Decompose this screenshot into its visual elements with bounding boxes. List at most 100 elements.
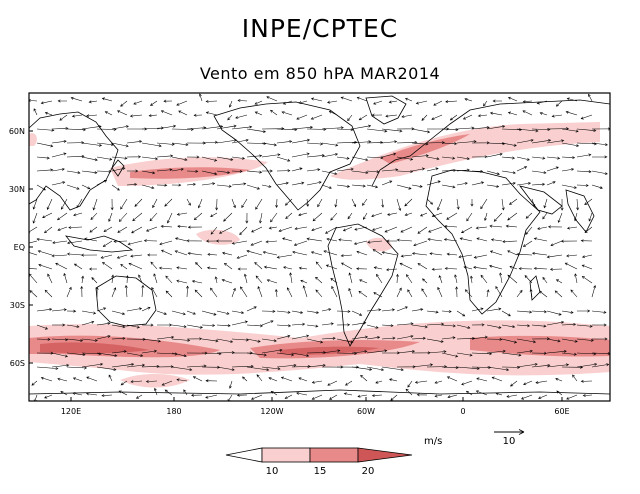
wind-vector-arrow (366, 336, 381, 340)
wind-vector-arrow (348, 287, 353, 298)
wind-vector-arrow (476, 377, 488, 382)
wind-vector-arrow (306, 198, 310, 207)
wind-vector-arrow (81, 275, 85, 284)
wind-vector-arrow (156, 310, 167, 315)
wind-vector-arrow (96, 322, 111, 326)
wind-vector-arrow (246, 306, 257, 312)
wind-vector-arrow (411, 128, 431, 134)
wind-vector-arrow (475, 390, 488, 396)
wind-vector-arrow (555, 100, 563, 107)
wind-vector-arrow (328, 394, 338, 400)
wind-vector-arrow (555, 377, 563, 382)
wind-vector-arrow (210, 287, 218, 298)
wind-vector-arrow (29, 273, 38, 284)
wind-vector-arrow (152, 198, 158, 209)
wind-vector-arrow (223, 212, 233, 222)
wind-vector-arrow (126, 155, 142, 159)
wind-vector-arrow (486, 324, 502, 329)
wind-vector-arrow (336, 323, 351, 327)
wind-vector-arrow (246, 170, 263, 174)
wind-vector-arrow (366, 140, 384, 144)
wind-vector-arrow (591, 170, 608, 175)
wind-vector-arrow (153, 273, 158, 284)
wind-vector-arrow (591, 363, 610, 368)
wind-vector-arrow (276, 181, 289, 186)
lon-label-120e: 120E (61, 407, 81, 416)
wind-vector-arrow (582, 393, 593, 397)
wind-vector-arrow (126, 363, 146, 368)
wind-vector-arrow (321, 184, 332, 189)
wind-vector-arrow (351, 184, 366, 188)
wind-vector-arrow (91, 277, 98, 284)
wind-vector-arrow (72, 392, 83, 396)
wind-vector-arrow (404, 212, 413, 216)
wind-vector-arrow (347, 212, 353, 220)
wind-vector-arrow (111, 142, 129, 148)
wind-vector-arrow (141, 142, 162, 148)
wind-vector-arrow (456, 352, 473, 357)
wind-vector-arrow (36, 337, 51, 341)
wind-vector-arrow (156, 154, 174, 158)
wind-vector-arrow (574, 273, 578, 284)
wind-vector-arrow (366, 349, 388, 354)
wind-vector-arrow (483, 100, 488, 107)
wind-vector-arrow (381, 366, 404, 372)
wind-vector-arrow (580, 379, 593, 383)
wind-vector-arrow (411, 154, 429, 158)
wind-vector-arrow (353, 240, 368, 245)
wind-vector-arrow (401, 114, 413, 118)
wind-vector-arrow (306, 324, 319, 328)
wind-vector-arrow (306, 127, 327, 131)
wind-vector-arrow (246, 366, 270, 372)
wind-vector-arrow (406, 274, 413, 284)
wind-vector-arrow (160, 110, 173, 116)
wind-vector-arrow (456, 310, 466, 317)
wind-vector-arrow (373, 292, 383, 298)
wind-vector-arrow (351, 321, 367, 326)
wind-vector-arrow (427, 237, 443, 242)
wind-vector-arrow (266, 279, 278, 284)
wind-vector-arrow (588, 93, 593, 102)
wind-vector-arrow (261, 309, 276, 313)
wind-vector-arrow (341, 262, 353, 270)
wind-vector-arrow (576, 183, 589, 187)
wind-vector-arrow (44, 289, 53, 298)
wind-vector-arrow (459, 237, 473, 242)
wind-vector-arrow (371, 394, 383, 397)
wind-vector-arrow (141, 349, 158, 354)
wind-vector-arrow (291, 167, 303, 172)
wind-vector-arrow (411, 336, 426, 340)
wind-vector-arrow (31, 380, 38, 386)
wind-vector-arrow (36, 168, 54, 172)
wind-vector-arrow (311, 380, 323, 384)
wind-vector-arrow (57, 226, 68, 231)
wind-vector-arrow (396, 306, 408, 312)
wind-vector-arrow (561, 167, 575, 172)
wind-vector-arrow (86, 392, 98, 396)
wind-vector-arrow (310, 114, 323, 120)
wind-vector-arrow (565, 110, 578, 116)
wind-vector-arrow (381, 324, 394, 328)
wind-vector-arrow (57, 212, 68, 221)
wind-vector-arrow (546, 310, 562, 316)
wind-vector-arrow (516, 128, 539, 133)
wind-vector-arrow (381, 152, 397, 158)
wind-vector-arrow (201, 310, 217, 316)
colorbar: 10 15 20 (225, 447, 413, 477)
wind-vector-arrow (426, 350, 447, 354)
lat-label-30n: 30N (9, 185, 25, 194)
wind-vector-arrow (281, 111, 293, 116)
wind-vector-arrow (81, 253, 98, 257)
wind-vector-arrow (201, 156, 218, 162)
wind-vector-arrow (507, 212, 518, 221)
wind-vector-arrow (441, 366, 459, 370)
wind-vector-arrow (489, 264, 503, 270)
wind-vector-arrow (507, 96, 518, 102)
wind-vector-arrow (336, 140, 358, 144)
wind-vector-arrow (171, 167, 184, 172)
wind-vector-arrow (531, 310, 547, 314)
wind-vector-arrow (345, 380, 353, 386)
wind-vector-arrow (366, 156, 384, 160)
wind-vector-arrow (96, 307, 107, 312)
wind-vector-arrow (156, 335, 175, 340)
